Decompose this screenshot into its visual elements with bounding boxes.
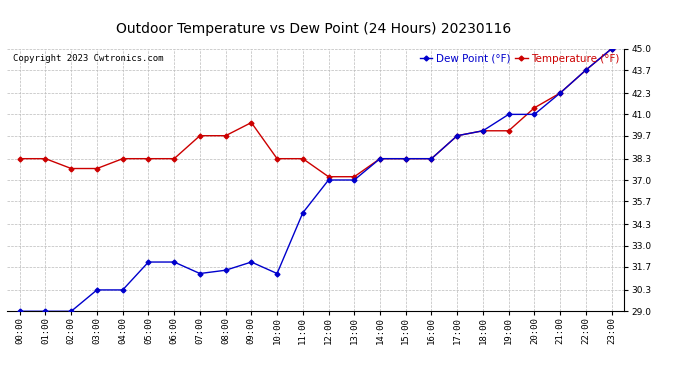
Text: Outdoor Temperature vs Dew Point (24 Hours) 20230116: Outdoor Temperature vs Dew Point (24 Hou… [117,22,511,36]
Legend: Dew Point (°F), Temperature (°F): Dew Point (°F), Temperature (°F) [420,54,619,64]
Text: Copyright 2023 Cwtronics.com: Copyright 2023 Cwtronics.com [13,54,164,63]
